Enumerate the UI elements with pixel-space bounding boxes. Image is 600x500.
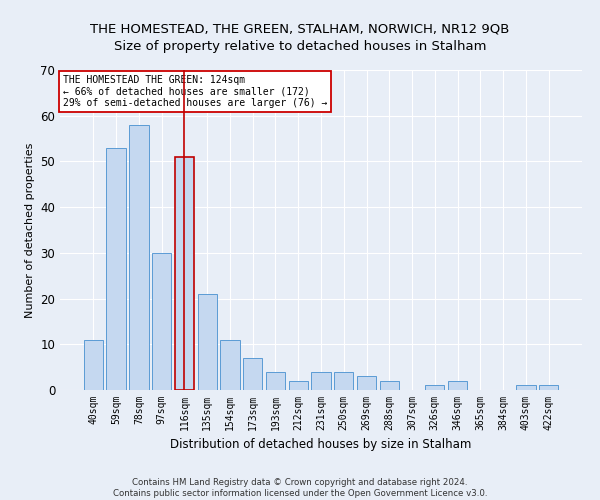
Bar (220, 340, 239, 390)
Y-axis label: Number of detached properties: Number of detached properties (25, 142, 35, 318)
Bar (380, 381, 399, 390)
X-axis label: Distribution of detached houses by size in Stalham: Distribution of detached houses by size … (170, 438, 472, 452)
Bar (357, 376, 376, 390)
Bar (175, 157, 194, 390)
Bar (197, 294, 217, 390)
Text: Size of property relative to detached houses in Stalham: Size of property relative to detached ho… (114, 40, 486, 53)
Bar (289, 381, 308, 390)
Bar (152, 253, 172, 390)
Bar (243, 358, 262, 390)
Text: Contains HM Land Registry data © Crown copyright and database right 2024.
Contai: Contains HM Land Registry data © Crown c… (113, 478, 487, 498)
Bar (84, 340, 103, 390)
Bar (311, 372, 331, 390)
Text: THE HOMESTEAD, THE GREEN, STALHAM, NORWICH, NR12 9QB: THE HOMESTEAD, THE GREEN, STALHAM, NORWI… (91, 22, 509, 36)
Bar (266, 372, 285, 390)
Text: THE HOMESTEAD THE GREEN: 124sqm
← 66% of detached houses are smaller (172)
29% o: THE HOMESTEAD THE GREEN: 124sqm ← 66% of… (62, 75, 327, 108)
Bar (106, 148, 126, 390)
Bar (129, 125, 149, 390)
Bar (539, 386, 558, 390)
Bar (448, 381, 467, 390)
Bar (334, 372, 353, 390)
Bar (516, 386, 536, 390)
Bar (425, 386, 445, 390)
